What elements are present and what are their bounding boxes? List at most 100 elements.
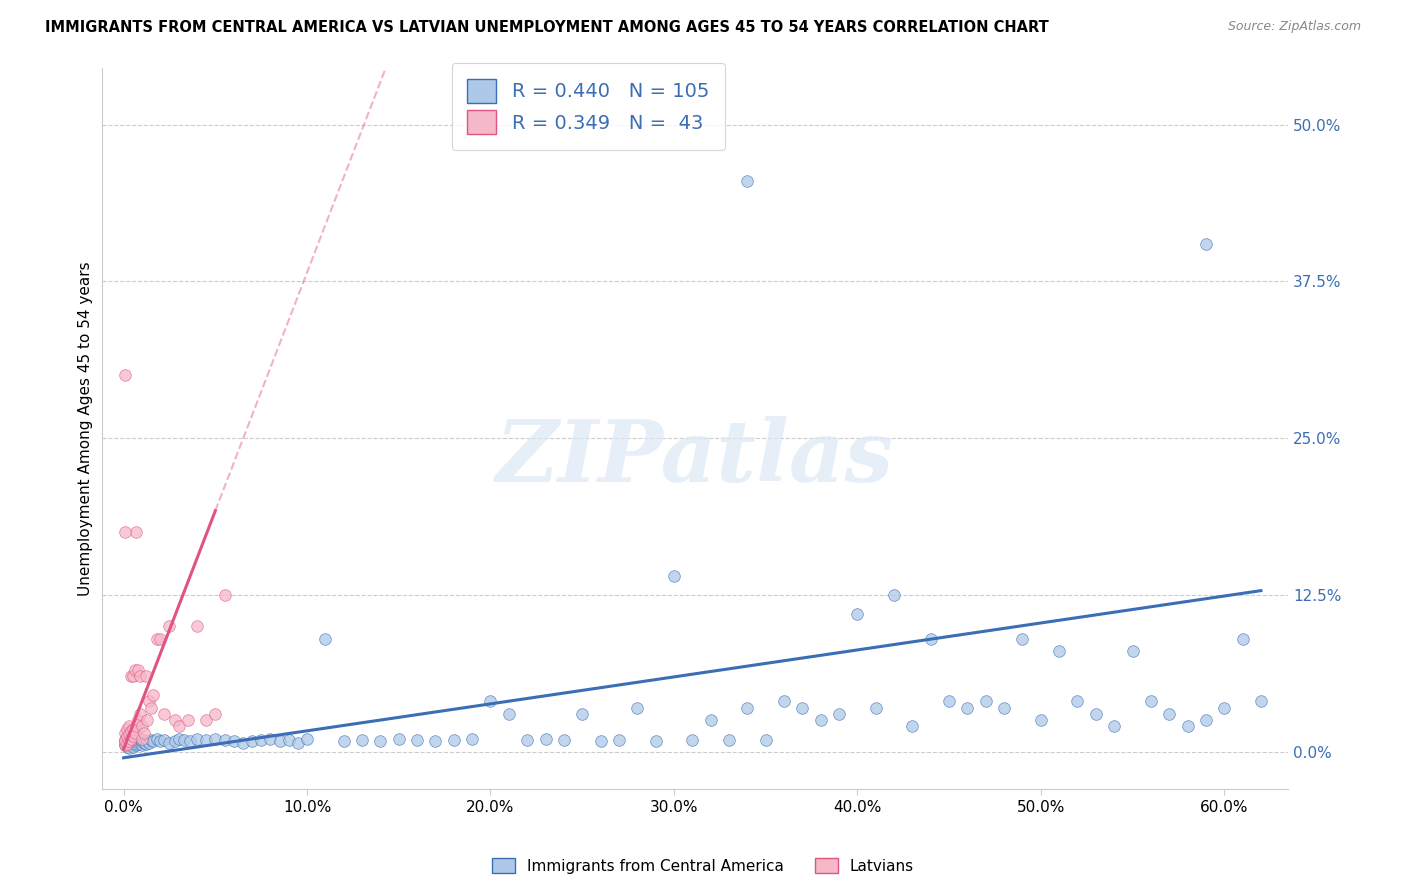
Point bbox=[1195, 713, 1218, 727]
Point bbox=[828, 706, 851, 721]
Point bbox=[121, 722, 143, 736]
Point bbox=[810, 713, 832, 727]
Point bbox=[121, 736, 143, 750]
Point bbox=[204, 706, 226, 721]
Point bbox=[956, 700, 979, 714]
Point bbox=[1159, 706, 1181, 721]
Point bbox=[737, 174, 759, 188]
Point bbox=[173, 733, 195, 747]
Point bbox=[901, 719, 924, 733]
Point bbox=[125, 734, 148, 748]
Point bbox=[1066, 694, 1088, 708]
Point bbox=[681, 733, 703, 747]
Point bbox=[1084, 706, 1107, 721]
Point bbox=[195, 713, 218, 727]
Point bbox=[118, 727, 141, 741]
Point bbox=[149, 632, 172, 646]
Point bbox=[865, 700, 887, 714]
Point bbox=[163, 734, 186, 748]
Point bbox=[883, 588, 905, 602]
Point bbox=[114, 731, 136, 746]
Point bbox=[1047, 644, 1070, 658]
Point bbox=[773, 694, 796, 708]
Point bbox=[139, 700, 162, 714]
Point bbox=[644, 734, 666, 748]
Y-axis label: Unemployment Among Ages 45 to 54 years: Unemployment Among Ages 45 to 54 years bbox=[79, 261, 93, 596]
Point bbox=[120, 669, 142, 683]
Point bbox=[142, 734, 165, 748]
Point bbox=[498, 706, 520, 721]
Point bbox=[120, 738, 142, 752]
Point bbox=[124, 663, 146, 677]
Point bbox=[129, 669, 152, 683]
Point bbox=[1102, 719, 1125, 733]
Point bbox=[114, 734, 136, 748]
Point bbox=[717, 733, 740, 747]
Point bbox=[120, 731, 142, 745]
Point bbox=[240, 734, 263, 748]
Point bbox=[846, 607, 869, 621]
Point bbox=[125, 738, 148, 752]
Point bbox=[135, 737, 157, 751]
Point bbox=[117, 736, 139, 750]
Point bbox=[114, 524, 136, 539]
Point bbox=[993, 700, 1015, 714]
Point bbox=[259, 731, 281, 746]
Point bbox=[232, 736, 254, 750]
Point bbox=[461, 731, 484, 746]
Point bbox=[153, 706, 176, 721]
Point bbox=[792, 700, 814, 714]
Point bbox=[662, 569, 685, 583]
Point bbox=[277, 733, 299, 747]
Text: ZIPatlas: ZIPatlas bbox=[496, 416, 894, 500]
Point bbox=[516, 733, 538, 747]
Point bbox=[129, 706, 152, 721]
Point bbox=[479, 694, 502, 708]
Text: Source: ZipAtlas.com: Source: ZipAtlas.com bbox=[1227, 20, 1361, 33]
Point bbox=[138, 694, 160, 708]
Point bbox=[114, 738, 136, 752]
Point bbox=[135, 669, 157, 683]
Point bbox=[121, 730, 143, 744]
Point bbox=[352, 733, 374, 747]
Point bbox=[145, 632, 167, 646]
Point bbox=[127, 663, 149, 677]
Point bbox=[534, 731, 557, 746]
Point bbox=[125, 524, 148, 539]
Point bbox=[124, 737, 146, 751]
Point bbox=[114, 725, 136, 739]
Point bbox=[167, 719, 190, 733]
Point bbox=[132, 725, 155, 739]
Point bbox=[571, 706, 593, 721]
Point bbox=[250, 733, 273, 747]
Point bbox=[332, 734, 354, 748]
Point bbox=[186, 731, 208, 746]
Point bbox=[163, 713, 186, 727]
Point bbox=[117, 722, 139, 736]
Point bbox=[139, 733, 162, 747]
Point bbox=[406, 733, 429, 747]
Point bbox=[114, 368, 136, 383]
Text: IMMIGRANTS FROM CENTRAL AMERICA VS LATVIAN UNEMPLOYMENT AMONG AGES 45 TO 54 YEAR: IMMIGRANTS FROM CENTRAL AMERICA VS LATVI… bbox=[45, 20, 1049, 35]
Point bbox=[153, 733, 176, 747]
Point bbox=[388, 731, 411, 746]
Point bbox=[118, 733, 141, 747]
Legend: Immigrants from Central America, Latvians: Immigrants from Central America, Latvian… bbox=[486, 852, 920, 880]
Point bbox=[167, 731, 190, 746]
Point bbox=[127, 713, 149, 727]
Point bbox=[114, 738, 136, 752]
Point bbox=[626, 700, 648, 714]
Point bbox=[145, 731, 167, 746]
Point bbox=[699, 713, 721, 727]
Point bbox=[118, 737, 141, 751]
Point bbox=[1121, 644, 1143, 658]
Point bbox=[214, 588, 236, 602]
Point bbox=[314, 632, 336, 646]
Point bbox=[149, 734, 172, 748]
Point bbox=[186, 619, 208, 633]
Point bbox=[287, 736, 309, 750]
Point bbox=[938, 694, 960, 708]
Point bbox=[295, 731, 318, 746]
Point bbox=[1250, 694, 1272, 708]
Point bbox=[269, 734, 291, 748]
